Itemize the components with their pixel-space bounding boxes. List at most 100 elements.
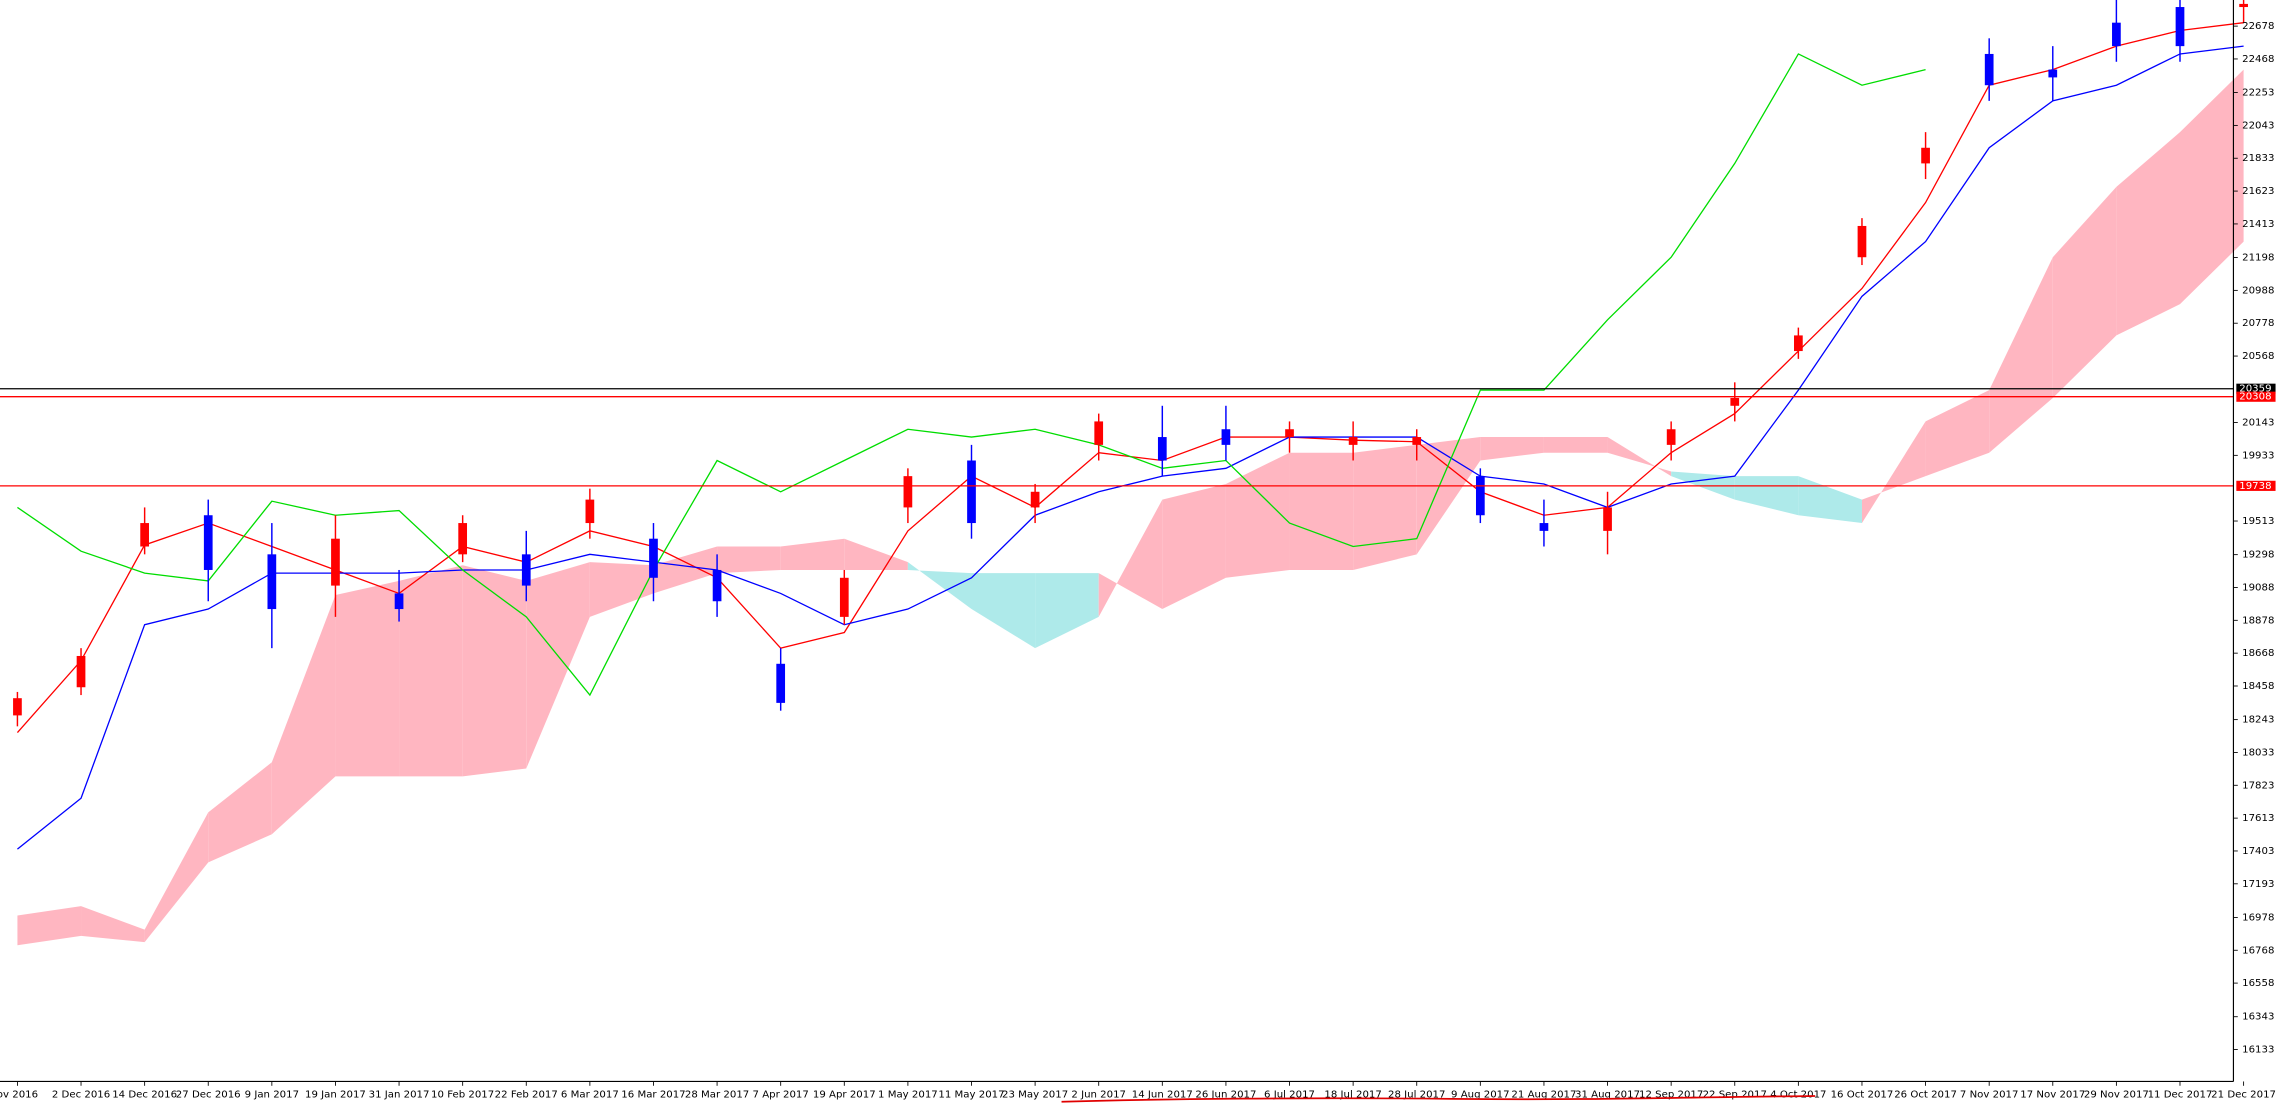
price-tag-label: 20359 — [2239, 384, 2271, 395]
x-tick-label: 28 Mar 2017 — [685, 1090, 749, 1101]
x-tick-label: 16 Oct 2017 — [1831, 1090, 1894, 1101]
x-tick-label: 16 Mar 2017 — [621, 1090, 685, 1101]
candle-body — [1857, 225, 1867, 258]
candle-body — [967, 460, 976, 524]
candle-body — [2048, 69, 2058, 78]
candle-body — [331, 538, 340, 586]
cloud-segment — [2179, 69, 2244, 305]
cloud-segment — [1353, 444, 1417, 570]
x-tick-label: 23 May 2017 — [1002, 1090, 1068, 1101]
cloud-segment — [462, 565, 527, 777]
y-tick-label: 22043 — [2242, 120, 2274, 131]
x-tick-label: 28 Jul 2017 — [1388, 1090, 1445, 1101]
y-tick-label: 16558 — [2242, 978, 2274, 989]
candle-body — [712, 569, 722, 602]
cloud-layer — [17, 69, 2244, 946]
cloud-segment — [971, 573, 1036, 649]
cloud-segment — [144, 812, 209, 943]
x-tick-label: 22 Feb 2017 — [495, 1090, 558, 1101]
cloud-segment — [1480, 437, 1544, 461]
cloud-segment — [208, 762, 272, 863]
x-tick-label: 21 Dec 2017 — [2211, 1090, 2276, 1101]
candle-body — [1730, 397, 1740, 406]
x-tick-label: 9 Jan 2017 — [245, 1090, 299, 1101]
x-tick-label: 19 Jan 2017 — [305, 1090, 366, 1101]
x-tick-label: 6 Jul 2017 — [1264, 1090, 1315, 1101]
cloud-segment — [2116, 132, 2180, 336]
candle-body — [1221, 429, 1231, 445]
cloud-segment — [1925, 390, 1990, 477]
cloud-segment — [335, 580, 400, 777]
x-tick-label: 27 Dec 2016 — [176, 1090, 241, 1101]
x-tick-label: 6 Mar 2017 — [561, 1090, 619, 1101]
x-tick-label: 14 Jun 2017 — [1132, 1090, 1193, 1101]
price-tag — [2236, 383, 2276, 394]
y-tick-label: 16768 — [2242, 945, 2274, 956]
candle-body — [2112, 22, 2121, 47]
chikou-line — [17, 53, 1926, 697]
line-layer — [16, 22, 2244, 850]
cloud-segment — [1098, 499, 1163, 617]
cloud-segment — [780, 538, 845, 570]
y-tick-label: 22678 — [2242, 21, 2274, 32]
candle-body — [140, 523, 149, 547]
cloud-segment — [589, 562, 654, 617]
axis-layer: 22678 22468 22253 22043 21833 21623 21413 21198… — [0, 21, 2276, 1100]
y-tick-label: 22468 — [2242, 54, 2274, 65]
price-tag-label: 20308 — [2239, 392, 2271, 403]
y-tick-label: 21413 — [2242, 219, 2274, 230]
cloud-segment — [907, 562, 972, 610]
x-tick-label: 31 Aug 2017 — [1575, 1090, 1640, 1101]
y-tick-label: 17613 — [2242, 813, 2274, 824]
cloud-segment — [271, 594, 336, 835]
x-tick-label: 21 Aug 2017 — [1511, 1090, 1576, 1101]
candle-body — [76, 655, 86, 688]
x-tick-label: 19 Apr 2017 — [813, 1090, 876, 1101]
candle-body — [2239, 3, 2248, 8]
x-tick-label: 9 Aug 2017 — [1451, 1090, 1510, 1101]
cloud-segment — [399, 565, 463, 777]
y-tick-label: 20988 — [2242, 285, 2274, 296]
cloud-segment — [81, 906, 145, 943]
candle-body — [1475, 476, 1485, 516]
y-tick-label: 20778 — [2242, 318, 2274, 329]
candle-body — [1794, 335, 1803, 352]
candle-body — [203, 515, 213, 570]
y-tick-label: 19513 — [2242, 516, 2274, 527]
candle-body — [1030, 491, 1040, 508]
candle-body — [13, 698, 22, 716]
candle-body — [1285, 429, 1294, 438]
x-tick-label: 1 May 2017 — [878, 1090, 938, 1101]
cloud-segment — [653, 546, 718, 594]
x-tick-label: 11 May 2017 — [938, 1090, 1004, 1101]
y-tick-label: 16978 — [2242, 912, 2274, 923]
candle-body — [1348, 437, 1358, 445]
x-tick-label: 2 Dec 2016 — [52, 1090, 110, 1101]
candle-body — [458, 523, 468, 555]
x-tick-label: 22 Sep 2017 — [1703, 1090, 1767, 1101]
cloud-segment — [844, 538, 908, 570]
candle-body — [776, 663, 786, 703]
candle-body — [903, 476, 913, 508]
hand-underline — [1061, 1095, 1816, 1103]
cloud-segment — [2052, 186, 2117, 398]
x-tick-label: 10 Feb 2017 — [431, 1090, 494, 1101]
x-tick-label: 11 Dec 2017 — [2148, 1090, 2213, 1101]
cloud-segment — [1289, 452, 1354, 570]
y-tick-label: 21198 — [2242, 253, 2274, 264]
cloud-segment — [17, 906, 82, 946]
y-tick-label: 17193 — [2242, 879, 2274, 890]
cloud-segment — [1225, 452, 1290, 578]
x-tick-label: 2 Jun 2017 — [1071, 1090, 1126, 1101]
x-tick-label: 7 Apr 2017 — [753, 1090, 809, 1101]
y-tick-label: 18878 — [2242, 615, 2274, 626]
cloud-segment — [1798, 476, 1862, 524]
cloud-segment — [1989, 257, 2053, 453]
y-tick-label: 18033 — [2242, 747, 2274, 758]
cloud-segment — [1162, 483, 1226, 610]
y-tick-label: 19933 — [2242, 450, 2274, 461]
y-tick-label: 18668 — [2242, 648, 2274, 659]
y-tick-label: 20143 — [2242, 418, 2274, 429]
